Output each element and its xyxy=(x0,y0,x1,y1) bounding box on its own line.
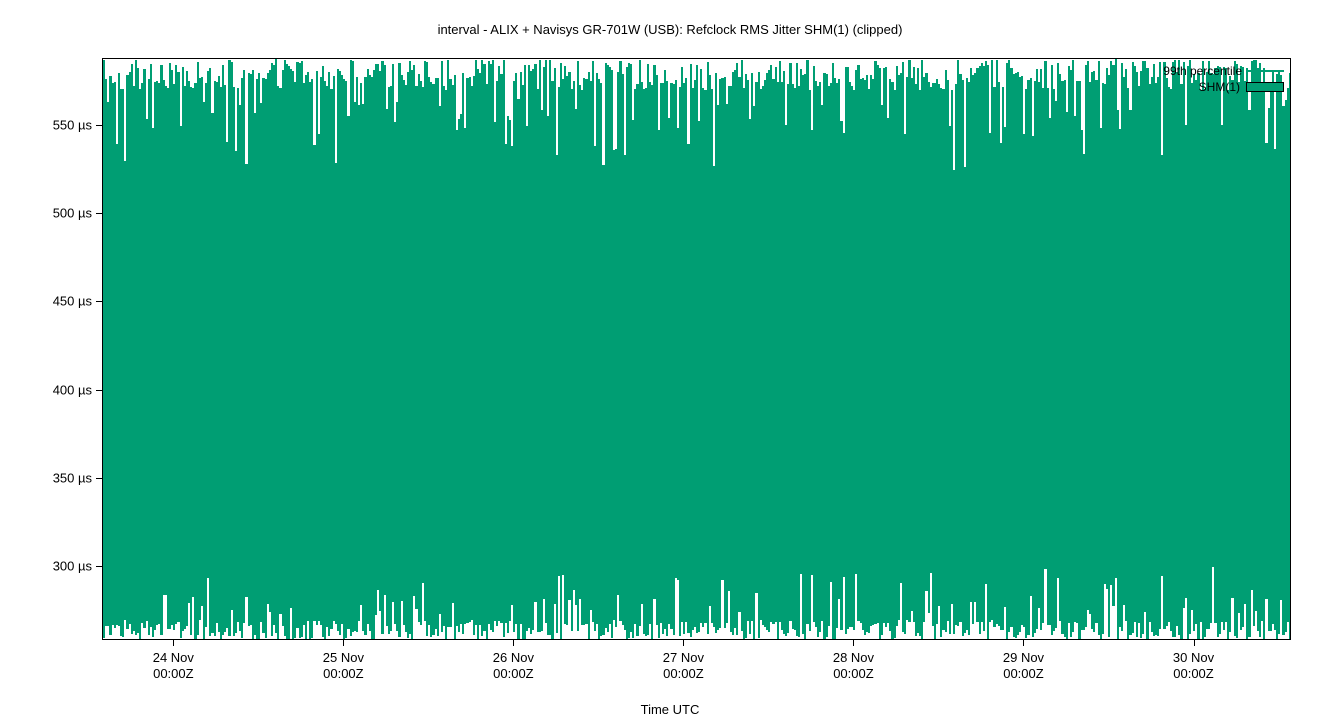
x-tick-label: 27 Nov00:00Z xyxy=(663,650,704,683)
y-tick-label: 450 µs xyxy=(53,294,92,309)
plot-area xyxy=(102,58,1291,640)
x-tick-mark xyxy=(513,640,514,646)
y-tick-mark xyxy=(96,566,102,567)
y-tick-label: 350 µs xyxy=(53,470,92,485)
legend-label: 99th percentile xyxy=(1163,64,1242,78)
legend-label: SHM(1) xyxy=(1199,80,1240,94)
x-tick-mark xyxy=(173,640,174,646)
chart-title: interval - ALIX + Navisys GR-701W (USB):… xyxy=(0,22,1340,37)
y-tick-mark xyxy=(96,301,102,302)
x-tick-mark xyxy=(343,640,344,646)
y-tick-label: 550 µs xyxy=(53,118,92,133)
y-tick-mark xyxy=(96,390,102,391)
y-tick-label: 400 µs xyxy=(53,382,92,397)
legend-item: 99th percentile xyxy=(1163,63,1284,79)
y-tick-label: 500 µs xyxy=(53,206,92,221)
x-tick-mark xyxy=(1023,640,1024,646)
x-tick-label: 28 Nov00:00Z xyxy=(833,650,874,683)
y-tick-mark xyxy=(96,213,102,214)
y-tick-label: 300 µs xyxy=(53,558,92,573)
x-tick-mark xyxy=(853,640,854,646)
x-axis-label: Time UTC xyxy=(0,702,1340,717)
series-bottom-edge xyxy=(103,567,1290,640)
y-tick-mark xyxy=(96,125,102,126)
legend: 99th percentile SHM(1) xyxy=(1163,63,1284,95)
series-top-edge xyxy=(103,59,1290,170)
x-tick-label: 24 Nov00:00Z xyxy=(153,650,194,683)
x-tick-mark xyxy=(1194,640,1195,646)
legend-swatch xyxy=(1246,82,1284,92)
x-tick-label: 25 Nov00:00Z xyxy=(323,650,364,683)
legend-item: SHM(1) xyxy=(1163,79,1284,95)
x-tick-label: 26 Nov00:00Z xyxy=(493,650,534,683)
x-tick-mark xyxy=(683,640,684,646)
x-tick-label: 29 Nov00:00Z xyxy=(1003,650,1044,683)
legend-swatch xyxy=(1248,70,1284,72)
x-tick-label: 30 Nov00:00Z xyxy=(1173,650,1214,683)
y-tick-mark xyxy=(96,478,102,479)
